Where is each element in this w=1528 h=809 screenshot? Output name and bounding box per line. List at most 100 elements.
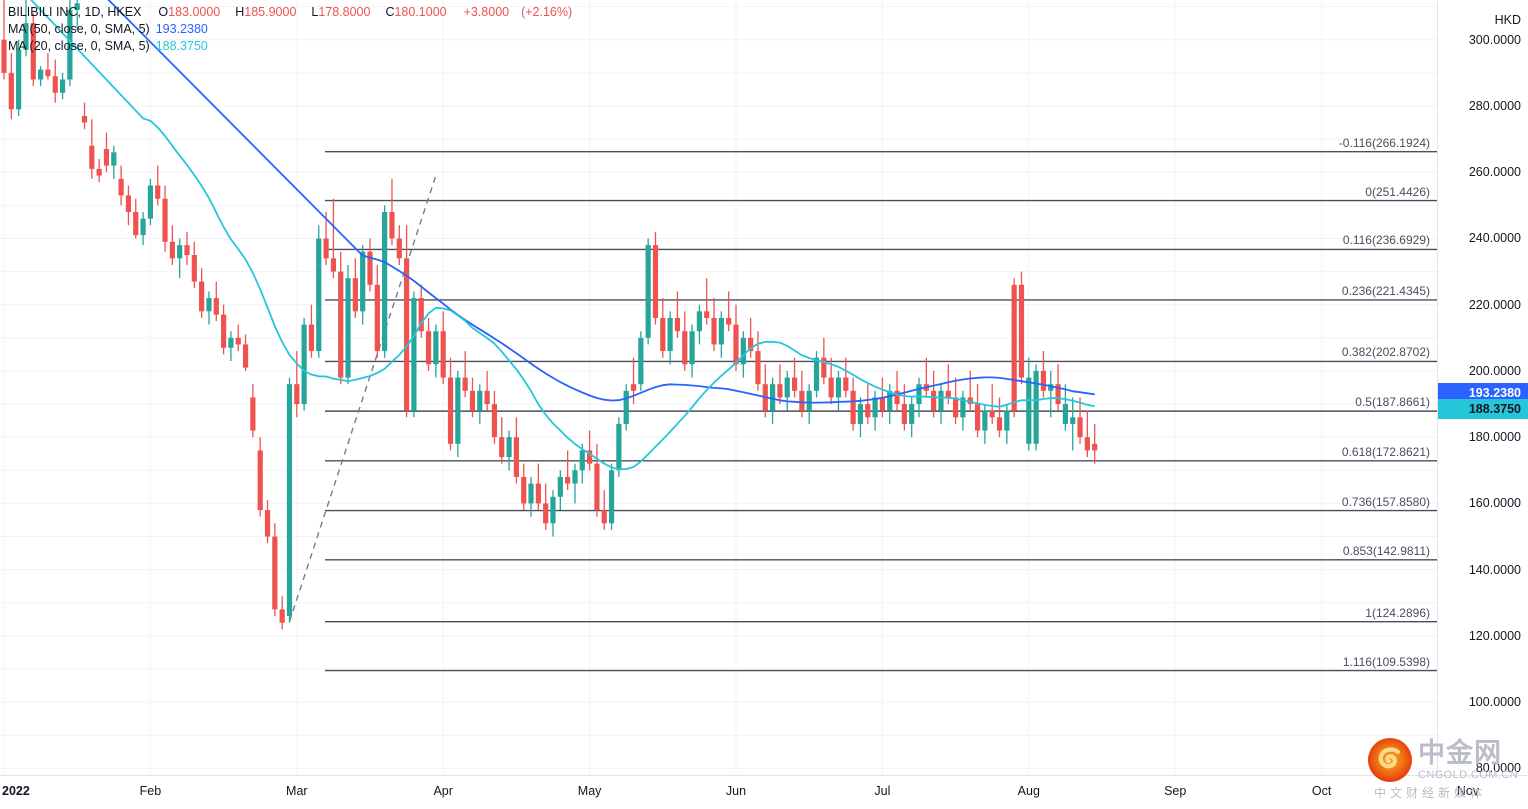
candle-body <box>557 476 563 497</box>
fib-label: 0.116(236.6929) <box>1342 233 1430 248</box>
candle-body <box>177 245 183 259</box>
candle-body <box>30 23 36 80</box>
candle-body <box>711 317 717 345</box>
time-tick: Feb <box>139 784 162 798</box>
time-axis[interactable]: 2022 Feb Mar Apr May Jun Jul Aug Sep Oct Nov <box>0 775 1528 809</box>
candle-body <box>250 397 256 431</box>
candle-body <box>1048 384 1054 391</box>
candle-body <box>1077 417 1083 438</box>
candle-body <box>374 284 380 352</box>
candle-body <box>638 337 644 385</box>
candle-body <box>1040 370 1047 391</box>
candle-body <box>953 397 959 418</box>
ma50-line <box>107 0 1095 404</box>
candle-body <box>630 384 637 391</box>
candle-body <box>872 397 878 418</box>
candle-body <box>396 238 402 259</box>
candle-body <box>887 390 893 411</box>
candle-body <box>916 384 922 405</box>
candle-body <box>59 79 66 93</box>
candle-body <box>521 476 527 504</box>
candle-body <box>1033 370 1039 444</box>
time-tick: Nov <box>1456 784 1480 798</box>
candle-body <box>1011 284 1017 411</box>
currency-label: HKD <box>1494 13 1521 27</box>
fib-label: 0.736(157.8580) <box>1341 494 1430 509</box>
candle-body <box>272 536 278 610</box>
candle-body <box>645 245 651 338</box>
candle-body <box>718 317 724 345</box>
candle-body <box>169 241 175 259</box>
candle-body <box>162 198 168 242</box>
candle-body <box>1062 404 1068 424</box>
candle-body <box>499 437 505 458</box>
candle-body <box>389 211 395 239</box>
price-tick: 220.0000 <box>1468 297 1521 312</box>
candle-body <box>433 331 439 365</box>
fib-label: 0.382(202.8702) <box>1341 345 1430 360</box>
candle-body <box>45 69 51 77</box>
candle-body <box>1084 437 1090 451</box>
candle-body <box>469 390 476 411</box>
candle-body <box>901 404 907 424</box>
candle-body <box>425 331 432 365</box>
candle-body <box>835 377 842 398</box>
candle-body <box>8 72 14 110</box>
price-axis[interactable]: HKD 300.0000 280.0000 260.0000 240.0000 220.… <box>1437 0 1528 775</box>
time-tick: Oct <box>1311 784 1332 798</box>
candle-body <box>235 337 241 345</box>
candle-body <box>103 149 110 166</box>
candle-body <box>791 377 798 391</box>
vertical-gridlines <box>3 0 1323 775</box>
candle-body <box>242 344 249 368</box>
price-tick: 240.0000 <box>1468 231 1521 246</box>
candle-body <box>16 49 22 110</box>
candle-body <box>367 251 373 285</box>
fib-label: 1(124.2896) <box>1365 605 1430 620</box>
candle-body <box>455 377 461 444</box>
candle-body <box>879 397 885 411</box>
candle-body <box>279 609 285 623</box>
candle-body <box>264 510 271 537</box>
time-tick: Sep <box>1164 784 1187 798</box>
candle-body <box>733 324 739 365</box>
candle-body <box>565 476 571 484</box>
candle-body <box>799 390 805 411</box>
candle-body <box>213 298 219 315</box>
price-tick: 280.0000 <box>1468 98 1521 113</box>
candle-body <box>52 76 58 93</box>
ma20-price-badge: 188.3750 <box>1438 399 1528 420</box>
price-tick: 100.0000 <box>1468 695 1521 710</box>
price-tick: 200.0000 <box>1468 363 1521 378</box>
time-tick: May <box>577 784 602 798</box>
horizontal-gridlines <box>0 6 1437 769</box>
candle-body <box>608 470 615 524</box>
candle-body <box>909 404 915 424</box>
candle-body <box>221 314 227 348</box>
candle-body <box>748 337 754 352</box>
candle-body <box>704 311 710 318</box>
ma20-path <box>30 0 1095 470</box>
candle-body <box>770 384 776 411</box>
price-tick: 80.0000 <box>1475 761 1521 776</box>
ma50-price-badge: 193.2380 <box>1438 383 1528 404</box>
candle-body <box>286 384 293 617</box>
candle-body <box>301 324 307 405</box>
price-tick: 160.0000 <box>1468 496 1521 511</box>
candle-body <box>543 503 549 524</box>
plot-area[interactable]: -0.116(266.1924) 0(251.4426) 0.116(236.692… <box>0 0 1437 775</box>
candle-body <box>477 390 483 411</box>
candle-body <box>1026 377 1032 444</box>
candle-body <box>330 258 336 272</box>
time-tick: Apr <box>433 784 453 798</box>
candle-body <box>484 390 490 405</box>
candle-body <box>696 311 702 332</box>
candle-body <box>594 463 600 511</box>
candle-body <box>689 331 695 365</box>
candle-body <box>155 185 161 199</box>
candle-body <box>857 404 864 424</box>
candle-body <box>147 185 153 219</box>
trendline <box>288 175 437 622</box>
candle-body <box>989 410 995 418</box>
candle-body <box>865 404 871 418</box>
